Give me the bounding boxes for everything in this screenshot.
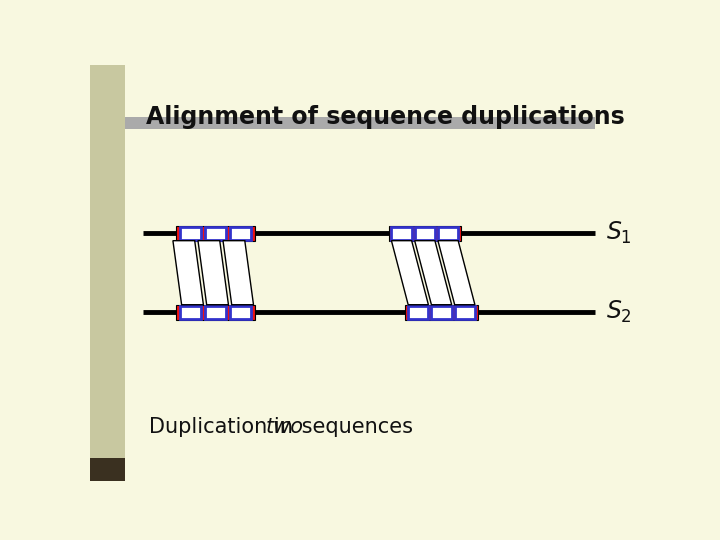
Bar [204,306,226,319]
Polygon shape [392,241,428,305]
Polygon shape [223,241,253,305]
Polygon shape [173,241,204,305]
Bar [179,306,202,319]
Bar [455,306,475,319]
Polygon shape [438,241,475,305]
Polygon shape [198,241,228,305]
Text: Alignment of sequence duplications: Alignment of sequence duplications [145,105,624,129]
Bar [415,227,435,240]
Text: $S_2$: $S_2$ [606,299,632,325]
Bar [389,226,461,241]
Polygon shape [90,458,125,481]
Bar [438,227,458,240]
Text: Duplication in: Duplication in [148,416,299,436]
Text: sequences: sequences [294,416,413,436]
Text: $S_1$: $S_1$ [606,220,632,246]
Polygon shape [415,241,451,305]
Bar [392,227,412,240]
Bar [176,305,255,320]
Bar [230,306,251,319]
Bar [204,227,226,240]
Bar [176,226,255,241]
Bar [405,305,478,320]
Bar [230,227,251,240]
Polygon shape [90,65,125,481]
Bar [179,227,202,240]
Text: two: two [265,416,303,436]
Bar [431,306,451,319]
Polygon shape [125,117,595,129]
Bar [408,306,428,319]
